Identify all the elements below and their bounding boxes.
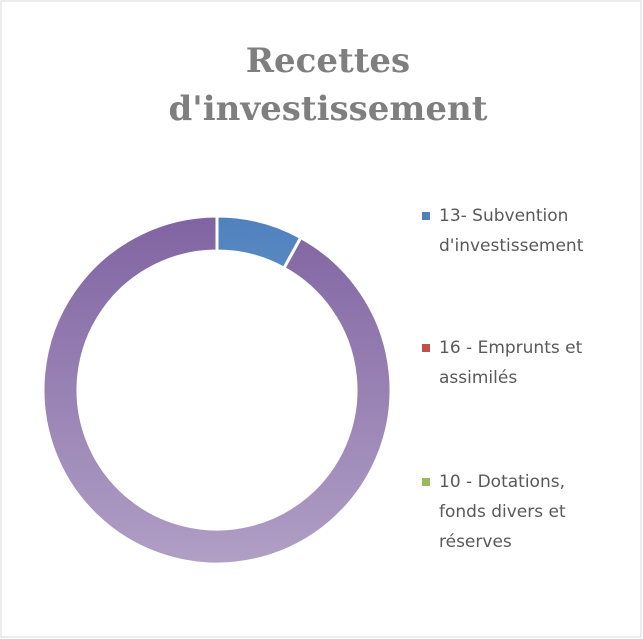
legend-label: 16 - Emprunts et assimilés [439,338,583,388]
title-line: Recettes [246,41,410,81]
donut-slice [41,214,393,566]
legend-marker [422,212,430,220]
legend-item: 10 - Dotations, fonds divers et réserves [422,467,602,557]
legend-label: 13- Subvention d'investissement [439,206,584,256]
legend-label: 10 - Dotations, fonds divers et réserves [439,472,566,552]
legend-marker [422,478,430,486]
legend-item: 16 - Emprunts et assimilés [422,333,602,393]
legend-item: 13- Subvention d'investissement [422,201,602,261]
chart-title: Recettes d'investissement [169,41,488,129]
title-line: d'investissement [169,89,488,129]
legend-marker [422,344,430,352]
